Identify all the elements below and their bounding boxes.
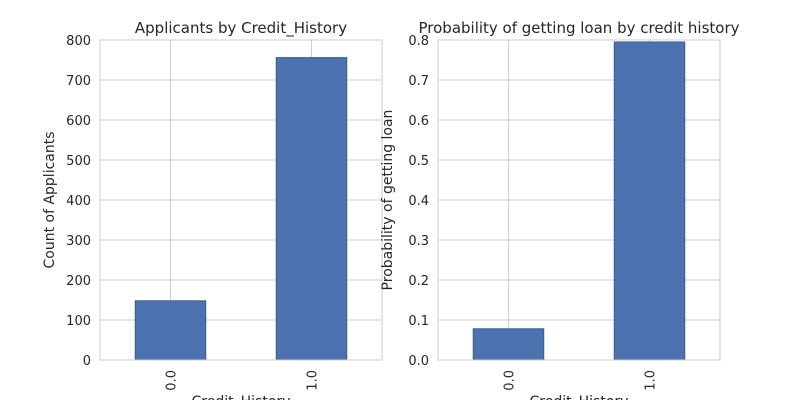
y-tick-label: 400 [66, 194, 91, 209]
x-tick-label: 1.0 [306, 370, 321, 391]
bar [134, 300, 207, 361]
bar [275, 57, 348, 361]
y-tick-label: 0.8 [408, 34, 429, 49]
y-tick-label: 0.7 [408, 74, 429, 89]
x-tick-label: 1.0 [644, 370, 659, 391]
plot-frame [99, 39, 383, 361]
chart-title: Applicants by Credit_History [135, 19, 347, 38]
y-tick-label: 800 [66, 34, 91, 49]
x-tick-label: 0.0 [165, 370, 180, 391]
y-axis-label: Probability of getting loan [380, 110, 396, 291]
x-axis-label: Credit_History [530, 394, 629, 400]
y-tick-label: 0.5 [408, 154, 429, 169]
y-tick-label: 700 [66, 74, 91, 89]
x-axis-label: Credit_History [192, 394, 291, 400]
plot-frame [437, 39, 721, 361]
y-tick-label: 0.6 [408, 114, 429, 129]
y-tick-label: 0.4 [408, 194, 429, 209]
bar [613, 41, 686, 361]
y-tick-label: 0 [83, 354, 91, 369]
x-tick-label: 0.0 [503, 370, 518, 391]
y-tick-label: 0.0 [408, 354, 429, 369]
y-tick-label: 0.2 [408, 274, 429, 289]
y-tick-label: 0.3 [408, 234, 429, 249]
y-tick-label: 200 [66, 274, 91, 289]
y-tick-label: 500 [66, 154, 91, 169]
y-tick-label: 600 [66, 114, 91, 129]
y-tick-label: 0.1 [408, 314, 429, 329]
bar [472, 328, 545, 361]
y-axis-label: Count of Applicants [42, 131, 58, 268]
y-tick-label: 300 [66, 234, 91, 249]
y-tick-label: 100 [66, 314, 91, 329]
chart-title: Probability of getting loan by credit hi… [419, 19, 740, 37]
